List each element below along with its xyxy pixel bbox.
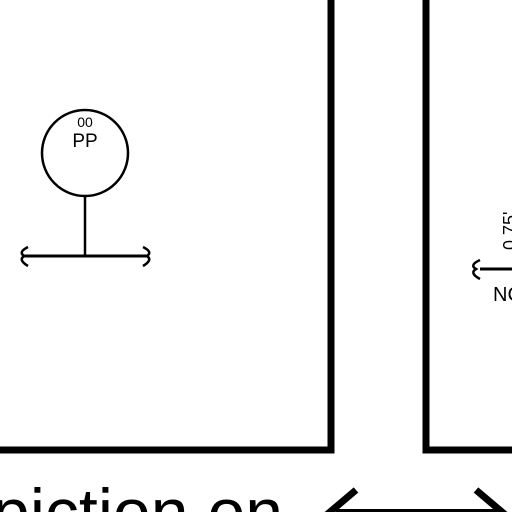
right-panel-border [422,0,512,454]
pole-symbol-top-label: 00 [77,114,93,130]
right-panel-vertical-label: 0.75' [500,212,512,250]
double-arrow-left-head [324,487,359,512]
right-panel-partial-label: NC [493,284,512,306]
double-arrow-right-head [473,487,508,512]
base-left-bracket [20,245,29,268]
base-right-bracket [142,245,151,268]
left-panel-border [0,0,335,454]
caption-fragment: piction on [0,475,283,512]
pole-symbol-main-label: PP [72,131,97,152]
right-panel-bracket [472,258,481,281]
